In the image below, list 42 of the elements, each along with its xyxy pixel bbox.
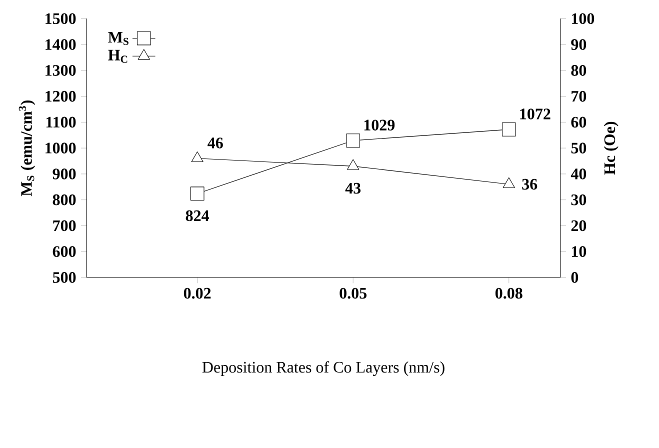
y2-tick-label: 0 [571,272,578,283]
y2-tick-label: 20 [571,220,586,231]
y2-tick-label: 60 [571,116,586,128]
y-tick-label: 700 [53,220,76,231]
y2-axis-title: Hc (Oe) [604,122,618,175]
y-tick-label: 900 [52,168,76,180]
x-tick-label: 0.05 [340,288,367,299]
legend-label: H$_{C}$ [108,50,128,63]
y2-tick-label: 30 [571,194,586,206]
point [502,122,516,136]
y-tick-label: 1300 [46,64,76,76]
legend-label: M$_{S}$ [108,32,128,45]
y-tick-label: 1100 [46,116,76,128]
point [190,186,204,200]
y-tick-label: 1500 [46,13,76,24]
point [347,159,360,170]
y-tick-label: 800 [52,194,76,206]
y2-tick-label: 90 [571,39,586,50]
y2-tick-label: 70 [572,90,586,102]
x-tick-label: 0.08 [495,288,522,299]
y2-tick-label: 40 [570,168,586,180]
y2-tick-label: 100 [572,13,594,24]
data-label: 1029 [364,120,395,130]
y-tick-label: 1400 [46,39,76,50]
y-tick-label: 1200 [46,90,76,102]
data-label: 43 [345,182,361,194]
data-label: 46 [208,137,223,148]
data-label: 36 [522,178,538,190]
y-tick-label: 1000 [46,142,76,154]
x-axis-title: Deposition Rates of Co Layers (nm/s) [202,361,444,376]
point [191,151,204,162]
y-tick-label: 600 [52,246,76,257]
y2-tick-label: 50 [571,142,586,154]
y2-tick-label: 80 [571,64,586,76]
x-tick-label: 0.02 [184,288,211,299]
point [346,134,360,148]
data-label: 824 [186,210,210,222]
point [502,177,515,188]
y2-tick-label: 10 [572,246,586,257]
data-label: 1072 [520,108,550,120]
y-tick-label: 500 [52,272,76,283]
y-axis-title: M$_{S}$ (emu/cm$^{3}$) [18,100,36,196]
